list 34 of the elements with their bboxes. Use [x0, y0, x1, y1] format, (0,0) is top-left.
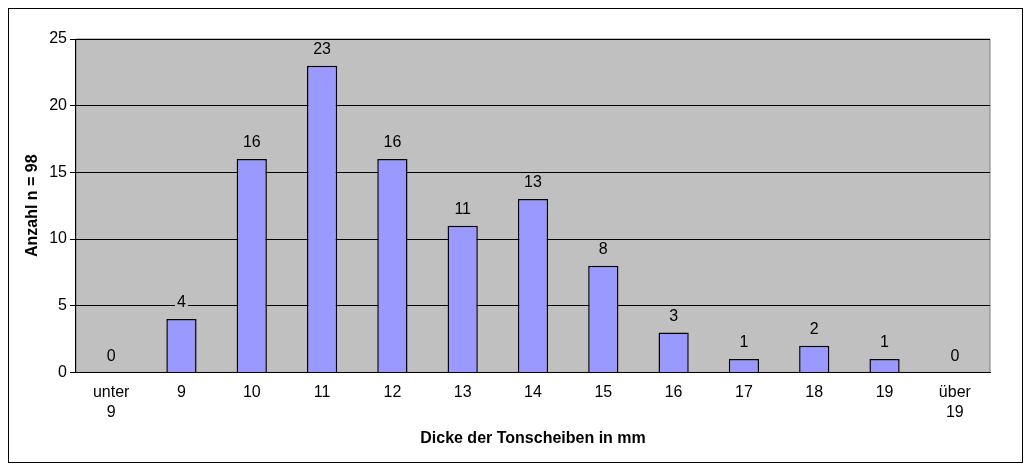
data-label: 3: [669, 306, 679, 324]
data-label: 4: [177, 293, 187, 311]
data-label: 0: [106, 346, 116, 364]
x-tick-label: 12: [383, 383, 402, 401]
x-tick-label: unter 9: [92, 383, 131, 420]
y-axis-title: Anzahl n = 98: [23, 154, 41, 258]
x-tick-label: 18: [805, 383, 824, 401]
data-label: 0: [950, 346, 960, 364]
x-tick-label: 19: [875, 383, 894, 401]
y-tick-label: 25: [49, 29, 68, 47]
x-tick-label: 16: [664, 383, 683, 401]
y-tick-label: 5: [58, 296, 68, 314]
data-label: 16: [383, 133, 402, 151]
data-label: 13: [524, 173, 542, 191]
y-tick-label: 15: [49, 162, 68, 180]
x-tick-label: 10: [242, 383, 261, 401]
y-tick-label: 20: [49, 96, 68, 114]
data-label: 11: [454, 200, 472, 218]
x-tick-label: 15: [594, 383, 613, 401]
data-label: 8: [598, 240, 608, 258]
data-label: 16: [242, 133, 261, 151]
data-label: 1: [880, 333, 890, 351]
y-tick-label: 10: [49, 229, 68, 247]
x-tick-label: 13: [453, 383, 472, 401]
data-label: 2: [809, 320, 819, 338]
x-tick-label: 14: [524, 383, 542, 401]
x-tick-label: 11: [313, 383, 331, 401]
x-tick-label: 9: [177, 383, 187, 401]
x-tick-label: über 19: [938, 383, 972, 420]
data-label: 23: [313, 40, 332, 58]
y-tick-label: 0: [58, 362, 68, 380]
x-axis-title: Dicke der Tonscheiben in mm: [420, 428, 646, 446]
x-tick-label: 17: [735, 383, 753, 401]
data-label: 1: [739, 333, 749, 351]
